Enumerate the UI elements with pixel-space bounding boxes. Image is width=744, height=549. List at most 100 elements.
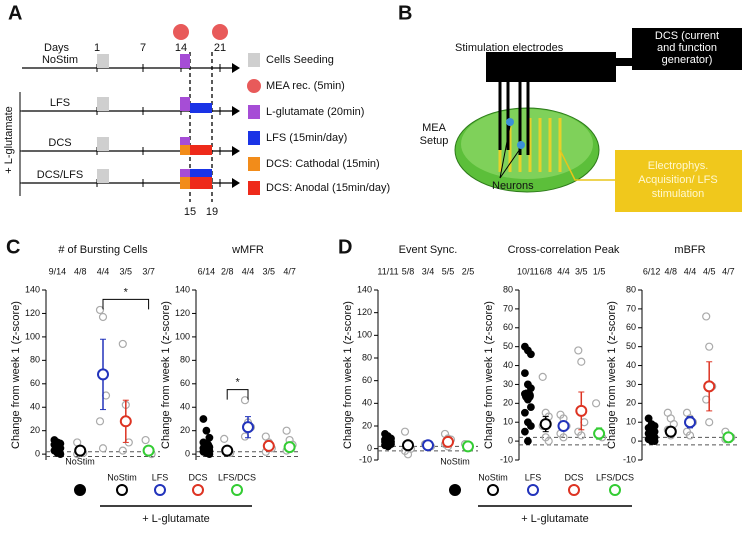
- days-label: Days: [44, 42, 70, 54]
- y-tick-label: 50: [503, 341, 513, 351]
- mean-marker: [593, 427, 606, 440]
- mean-marker: [382, 437, 394, 449]
- arrow-head: [232, 63, 240, 73]
- day-label: 7: [140, 42, 146, 54]
- data-point: [577, 431, 586, 440]
- group-marker: [154, 484, 166, 496]
- y-tick-label: 80: [362, 352, 372, 362]
- y-tick-label: 20: [30, 425, 40, 435]
- group-name: NoStim: [107, 472, 137, 482]
- data-point: [521, 369, 529, 378]
- y-tick-label: 30: [626, 379, 636, 389]
- y-tick-label: 140: [357, 284, 372, 294]
- data-point: [95, 305, 105, 315]
- data-point: [591, 399, 601, 408]
- y-tick-label: 60: [180, 378, 190, 388]
- legend-label: DCS: Anodal (15min/day): [266, 182, 390, 194]
- data-point: [95, 417, 105, 426]
- mean-marker: [283, 441, 296, 454]
- swatch: [248, 53, 260, 67]
- glut-block: [180, 97, 190, 111]
- row-label: DCS/LFS: [37, 169, 83, 181]
- count-label: 4/8: [665, 266, 678, 276]
- electrodes-label: Stimulation electrodes: [455, 42, 564, 54]
- group-marker: [527, 484, 539, 496]
- marker-label: 19: [206, 206, 218, 218]
- neurons-label: Neurons: [492, 180, 534, 192]
- y-tick-label: 30: [503, 379, 513, 389]
- cath-block: [180, 145, 190, 155]
- y-tick-label: 120: [175, 308, 190, 318]
- panel-letter: C: [6, 236, 20, 258]
- mean-marker: [722, 431, 735, 444]
- group-name: DCS: [188, 472, 207, 482]
- seeding-block: [97, 54, 109, 68]
- count-label: 1/5: [593, 266, 606, 276]
- y-tick-label: 10: [626, 417, 636, 427]
- setup-label: MEA: [422, 122, 447, 134]
- mean-marker: [221, 444, 234, 457]
- data-point: [118, 446, 127, 455]
- y-tick-label: 0: [185, 449, 190, 459]
- y-tick-label: 80: [503, 284, 513, 294]
- chart-title: Event Sync.: [399, 244, 458, 256]
- swatch: [248, 157, 260, 171]
- group-name: LFS/DCS: [596, 472, 634, 482]
- group-marker: [609, 484, 621, 496]
- legend-label: LFS (15min/day): [266, 132, 347, 144]
- panel-letter: B: [398, 2, 412, 24]
- seeding-block: [97, 97, 109, 111]
- count-label: 6/14: [198, 266, 216, 276]
- row-label: NoStim: [42, 54, 78, 66]
- y-tick-label: 40: [503, 360, 513, 370]
- group-name: LFS: [152, 472, 169, 482]
- count-label: 2/5: [462, 266, 475, 276]
- seeding-block: [97, 169, 109, 183]
- y-tick-label: -10: [359, 454, 372, 464]
- data-point: [199, 415, 208, 423]
- y-tick-label: -10: [623, 454, 636, 464]
- generator-box: [632, 28, 742, 70]
- panel-letter: A: [8, 2, 22, 24]
- side-label: + L-glutamate: [3, 106, 15, 174]
- count-label: 3/4: [422, 266, 435, 276]
- data-point: [577, 357, 586, 366]
- mean-marker: [575, 404, 588, 417]
- mean-marker: [242, 421, 254, 434]
- group-marker: [231, 484, 243, 496]
- mean-marker: [422, 439, 434, 452]
- anod-block: [190, 145, 212, 155]
- data-point: [240, 396, 250, 405]
- mean-marker: [142, 444, 155, 457]
- legend-label: DCS: Cathodal (15min): [266, 158, 380, 170]
- legend-label: L-glutamate (20min): [266, 106, 364, 118]
- swatch: [248, 105, 260, 119]
- group-label: + L-glutamate: [521, 513, 589, 525]
- data-point: [559, 433, 568, 442]
- mean-marker: [645, 427, 658, 440]
- panel-a: A Days + L-glutamate: [3, 2, 261, 196]
- rec-dot: [173, 24, 189, 40]
- group-name: LFS: [525, 472, 542, 482]
- y-axis-label: Change from week 1 (z-score): [10, 301, 22, 449]
- y-tick-label: 0: [367, 443, 372, 453]
- mean-marker: [442, 435, 454, 448]
- group-name: NoStim: [440, 456, 470, 466]
- mean-marker: [557, 420, 570, 432]
- marker-label: 15: [184, 206, 196, 218]
- data-point: [705, 418, 714, 427]
- y-tick-label: 10: [503, 417, 513, 427]
- group-marker: [192, 484, 204, 496]
- y-tick-label: 140: [175, 284, 190, 294]
- y-tick-label: 120: [357, 307, 372, 317]
- y-tick-label: 0: [35, 449, 40, 459]
- y-tick-label: 20: [626, 398, 636, 408]
- count-label: 4/7: [722, 266, 735, 276]
- y-tick-label: 60: [362, 375, 372, 385]
- mean-marker: [119, 415, 132, 428]
- significance-bracket: [226, 389, 249, 400]
- glut-block: [180, 137, 190, 145]
- count-label: 9/14: [49, 266, 67, 276]
- data-point: [574, 346, 583, 355]
- y-tick-label: 20: [362, 420, 372, 430]
